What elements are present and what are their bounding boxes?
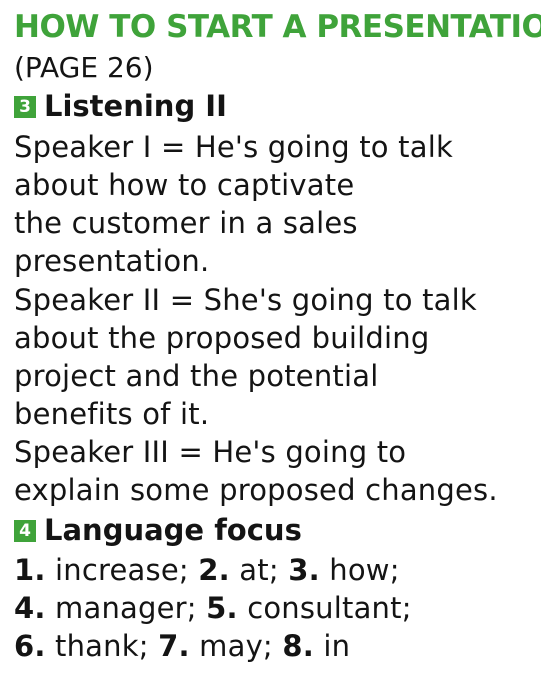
answers-line: 4. manager; 5. consultant; bbox=[14, 594, 412, 623]
answer-text: manager; bbox=[45, 591, 197, 625]
text-line: Speaker III = He's going to bbox=[14, 435, 407, 469]
answer-number: 2. bbox=[198, 553, 230, 587]
text-line: benefits of it. bbox=[14, 397, 210, 431]
answer-text: how; bbox=[319, 553, 400, 587]
answer-number: 7. bbox=[158, 629, 190, 663]
text-line: Speaker I = He's going to talk bbox=[14, 130, 453, 164]
text-line: project and the potential bbox=[14, 359, 379, 393]
page-reference: (PAGE 26) bbox=[14, 51, 154, 84]
section-number-badge: 3 bbox=[14, 95, 36, 118]
page-title: HOW TO START A PRESENTATION! bbox=[14, 9, 541, 45]
answers-line: 6. thank; 7. may; 8. in bbox=[14, 632, 350, 661]
section-heading-label: Language focus bbox=[44, 513, 302, 547]
answer-text: thank; bbox=[45, 629, 149, 663]
text-line: Speaker II = She's going to talk bbox=[14, 283, 477, 317]
section-heading-label: Listening II bbox=[44, 89, 227, 123]
answer-text: at; bbox=[229, 553, 279, 587]
section-number-badge: 4 bbox=[14, 519, 36, 542]
answer-text: in bbox=[313, 629, 351, 663]
answer-number: 1. bbox=[14, 553, 46, 587]
answer-number: 4. bbox=[14, 591, 46, 625]
answer-number: 6. bbox=[14, 629, 46, 663]
answer-number: 8. bbox=[282, 629, 314, 663]
answer-number: 3. bbox=[288, 553, 320, 587]
text-line: explain some proposed changes. bbox=[14, 473, 498, 507]
answers-line: 1. increase; 2. at; 3. how; bbox=[14, 556, 400, 585]
text-line: the customer in a sales bbox=[14, 206, 358, 240]
text-line: about the proposed building bbox=[14, 321, 430, 355]
text-line: about how to captivate bbox=[14, 168, 355, 202]
section-heading-language-focus: 4 Language focus bbox=[14, 516, 302, 545]
answer-number: 5. bbox=[206, 591, 238, 625]
answer-text: increase; bbox=[45, 553, 189, 587]
answer-text: consultant; bbox=[237, 591, 412, 625]
section-heading-listening: 3 Listening II bbox=[14, 92, 227, 121]
text-line: presentation. bbox=[14, 244, 210, 278]
answer-text: may; bbox=[189, 629, 273, 663]
